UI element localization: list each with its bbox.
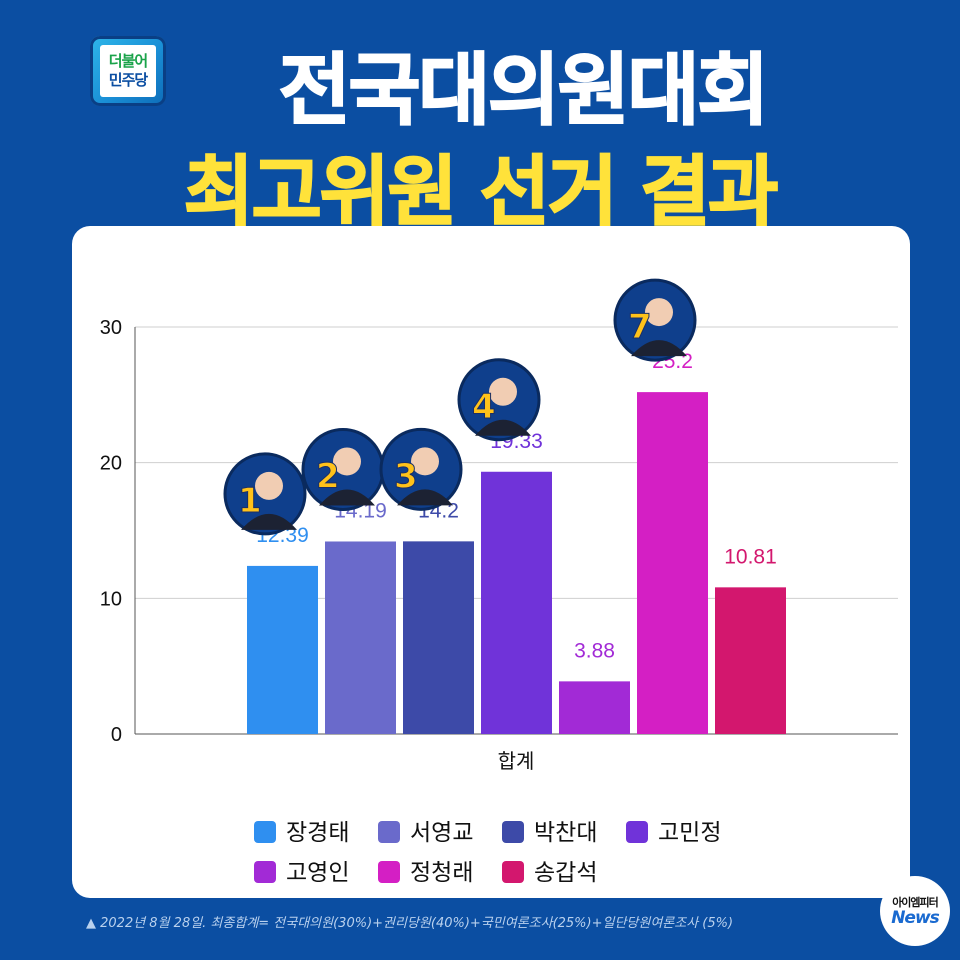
legend-label: 서영교: [410, 820, 473, 846]
data-label: 3.88: [574, 639, 615, 662]
legend-label: 정청래: [410, 860, 473, 886]
bar: [637, 392, 708, 734]
candidate-number: 3: [394, 456, 418, 496]
page-title: 전국대의원대회: [278, 45, 770, 137]
candidate-suit: [241, 513, 297, 530]
bar: [715, 587, 786, 734]
bar: [247, 565, 318, 734]
legend-label: 송갑석: [534, 860, 597, 886]
candidate-face: [255, 471, 283, 500]
legend-swatch: [502, 821, 524, 843]
legend-swatch: [378, 821, 400, 843]
bar: [481, 471, 552, 734]
footnote: ▲ 2022년 8월 28일. 최종합계= 전국대의원(30%)+권리당원(40…: [86, 916, 734, 931]
x-tick-label: 합계: [498, 749, 535, 773]
data-label: 10.81: [724, 545, 777, 568]
candidate-number: 4: [472, 387, 496, 427]
candidate-face: [333, 447, 361, 476]
legend-label: 고민정: [658, 820, 721, 846]
candidate-face: [411, 447, 439, 476]
legend-label: 고영인: [286, 860, 349, 886]
candidate-suit: [319, 489, 375, 506]
party-logo-text-2: 민주당: [108, 71, 148, 89]
y-tick-label: 10: [100, 588, 122, 610]
candidate-face: [489, 377, 517, 406]
legend-label: 장경태: [286, 820, 349, 846]
party-logo-text-1: 더불어: [108, 52, 148, 70]
party-logo: 더불어 민주당: [90, 36, 166, 106]
bar: [559, 681, 630, 734]
candidate-suit: [397, 489, 453, 506]
legend-swatch: [626, 821, 648, 843]
legend-swatch: [378, 861, 400, 883]
bar: [403, 541, 474, 734]
y-tick-label: 0: [111, 724, 122, 746]
candidate-suit: [475, 419, 531, 436]
bar: [325, 541, 396, 734]
candidate-face: [645, 298, 673, 327]
news-badge-name: 아이엠피터: [892, 896, 939, 909]
legend-swatch: [254, 861, 276, 883]
news-badge-label: News: [891, 908, 940, 928]
page-subtitle: 최고위원 선거 결과: [183, 146, 779, 237]
y-tick-label: 30: [100, 317, 122, 339]
candidate-number: 2: [316, 456, 340, 496]
candidate-suit: [631, 340, 687, 357]
legend-swatch: [254, 821, 276, 843]
legend-label: 박찬대: [534, 820, 597, 846]
y-tick-label: 20: [100, 453, 122, 475]
candidate-number: 7: [628, 307, 652, 347]
candidate-number: 1: [238, 481, 262, 521]
legend-swatch: [502, 861, 524, 883]
party-logo-mark: 더불어 민주당: [100, 45, 156, 97]
news-badge: 아이엠피터 News: [880, 876, 950, 946]
